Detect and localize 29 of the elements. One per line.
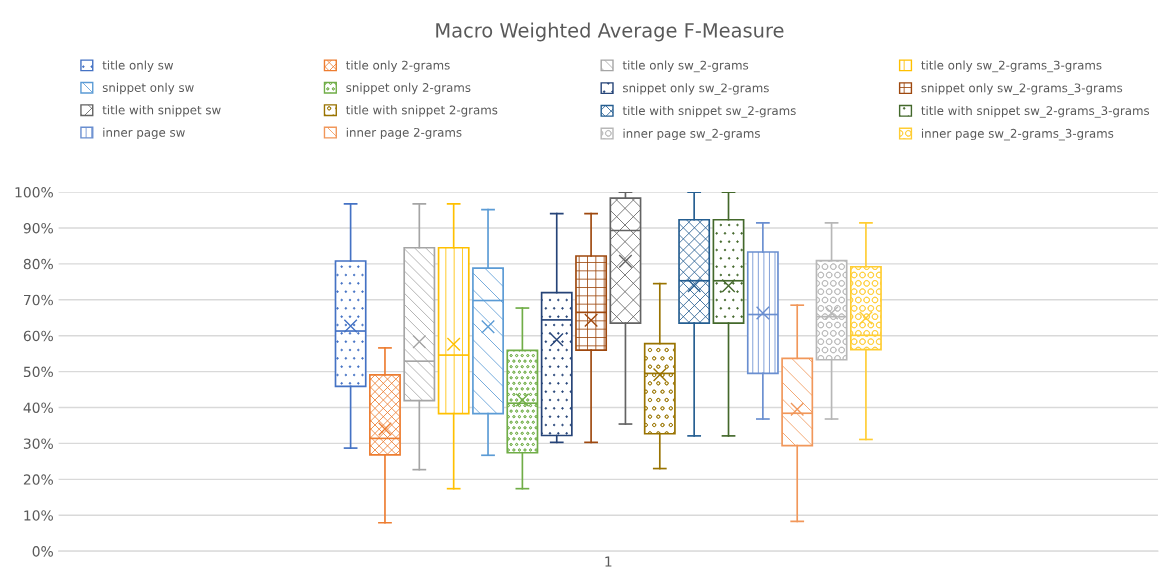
legend-label: inner page sw_2-grams_3-grams [921, 128, 1114, 141]
legend-label: title with snippet sw_2-grams_3-grams [921, 105, 1150, 118]
legend-label: snippet only sw [102, 82, 194, 95]
legend-label: inner page sw_2-grams [623, 128, 760, 141]
y-tick-label: 30% [23, 438, 53, 449]
y-tick-label: 70% [24, 294, 53, 306]
x-tick-label: 1 [605, 556, 612, 567]
y-tick-label: 20% [23, 474, 53, 485]
legend-label: snippet only sw_2-grams_3-grams [921, 83, 1123, 95]
legend-label: inner page 2-grams [346, 127, 462, 140]
legend-label: title only sw [102, 60, 174, 72]
y-tick-label: 100% [15, 187, 53, 198]
y-tick-label: 60% [23, 330, 53, 342]
legend-label: snippet only sw_2-grams [623, 83, 769, 95]
legend-label: title only 2-grams [346, 60, 450, 72]
y-tick-label: 50% [23, 366, 53, 378]
y-tick-label: 40% [23, 402, 53, 413]
legend-label: title only sw_2-grams [622, 60, 749, 73]
legend-label: snippet only 2-grams [346, 82, 471, 95]
legend-label: title only sw_2-grams_3-grams [921, 60, 1102, 73]
chart-title: Macro Weighted Average F-Measure [436, 22, 784, 42]
legend-label: title with snippet 2-grams [346, 105, 498, 117]
y-tick-label: 80% [23, 258, 53, 270]
legend-label: title with snippet sw_2-grams [622, 105, 796, 118]
y-tick-label: 0% [32, 546, 53, 557]
legend-label: title with snippet sw [102, 105, 221, 117]
y-tick-label: 10% [24, 510, 53, 521]
legend-label: inner page sw [103, 127, 185, 140]
y-tick-label: 90% [23, 222, 53, 234]
